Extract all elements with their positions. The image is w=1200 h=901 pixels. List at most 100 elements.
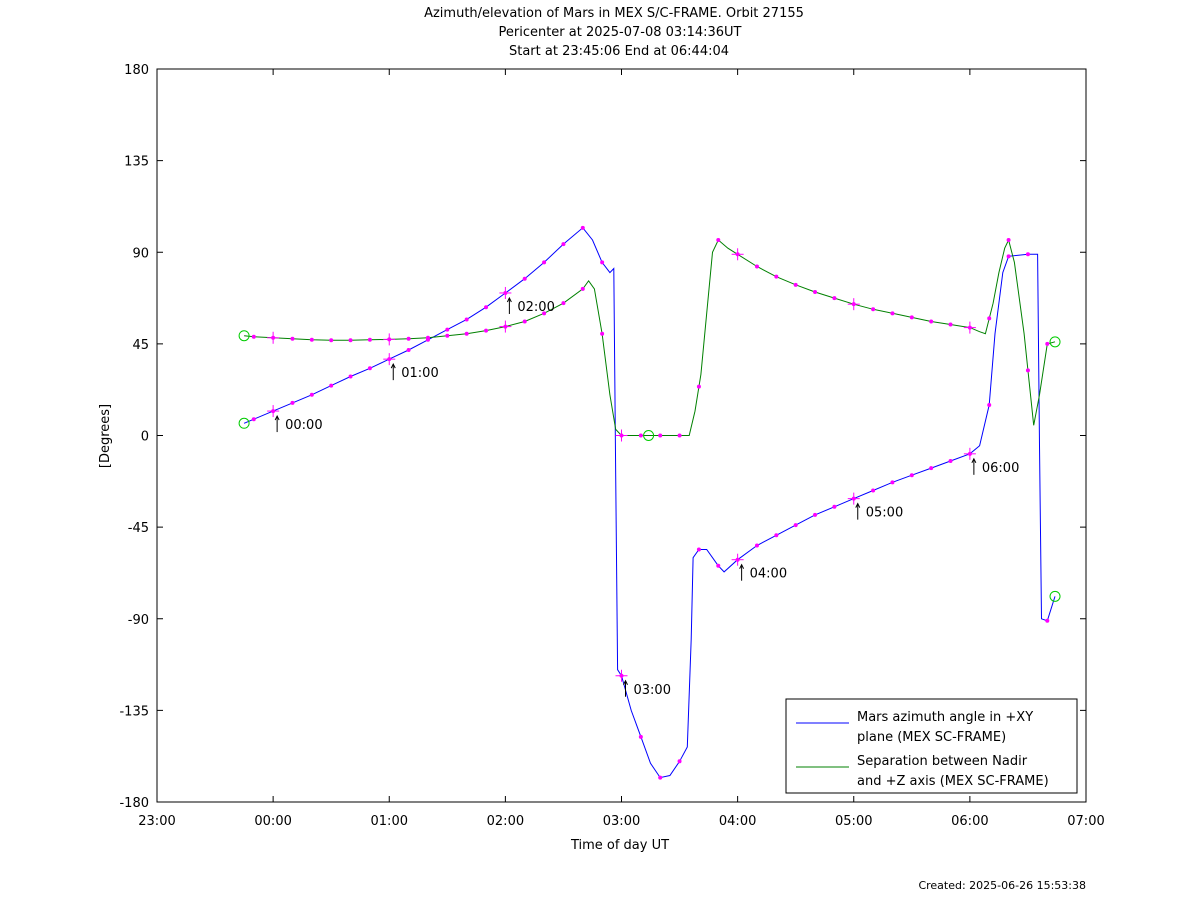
legend-box: [785, 698, 1078, 794]
series-0-dot: [909, 473, 914, 478]
y-tick-label: 0: [141, 430, 149, 445]
x-tick-label: 00:00: [254, 814, 291, 829]
series-1-dot: [329, 338, 334, 343]
legend: Mars azimuth angle in +XY plane (MEX SC-…: [785, 698, 1078, 794]
series-1-dot: [716, 238, 721, 243]
legend-label-azimuth-1: Mars azimuth angle in +XY: [857, 710, 1033, 725]
series-0-dot: [329, 383, 334, 388]
y-tick-label: 135: [124, 155, 149, 170]
series-0-dot: [832, 504, 837, 509]
x-tick-label: 03:00: [603, 814, 640, 829]
annotation-arrowhead: [623, 679, 628, 685]
series-1-dot: [909, 315, 914, 320]
series-1-dot: [561, 301, 566, 306]
series-0-dot: [580, 225, 585, 230]
annotation-label: 06:00: [982, 461, 1019, 476]
series-1-dot: [1045, 341, 1050, 346]
hour-annotations: 00:00 01:00 02:00 03:00 04:00 05:00 06:00: [274, 296, 1019, 698]
series-1-dot: [1025, 368, 1030, 373]
x-tick-label: 07:00: [1067, 814, 1104, 829]
x-tick-label: 23:00: [138, 814, 175, 829]
chart-subtitle-pericenter: Pericenter at 2025-07-08 03:14:36UT: [498, 25, 741, 40]
x-tick-label: 04:00: [719, 814, 756, 829]
chart-subtitle-start-end: Start at 23:45:06 End at 06:44:04: [509, 44, 729, 59]
annotation-label: 02:00: [517, 300, 554, 315]
series-1-dot: [290, 336, 295, 341]
series-0-dot: [464, 317, 469, 322]
series-1-dot: [580, 286, 585, 291]
annotation-label: 05:00: [866, 506, 903, 521]
series-1-dot: [445, 333, 450, 338]
series-1-dot: [929, 319, 934, 324]
series-0-dot: [600, 260, 605, 265]
series-0-dot: [871, 488, 876, 493]
x-tick-label: 01:00: [371, 814, 408, 829]
event-circle: [643, 430, 655, 441]
event-circle: [238, 330, 250, 342]
series-0-dot: [522, 276, 527, 281]
x-tick-label: 05:00: [835, 814, 872, 829]
annotation-label: 03:00: [634, 683, 671, 698]
series-0-dot: [948, 458, 953, 463]
y-tick-label: 45: [132, 338, 149, 353]
series-1-dot: [406, 336, 411, 341]
annotation-label: 00:00: [285, 418, 322, 433]
x-axis-label: Time of day UT: [570, 838, 669, 853]
series-0-dot: [716, 563, 721, 568]
event-circle: [1049, 590, 1061, 602]
series-1-dot: [309, 337, 314, 342]
chart-title: Azimuth/elevation of Mars in MEX S/C-FRA…: [424, 6, 804, 21]
series-0-dot: [754, 543, 759, 548]
annotation-arrowhead: [390, 363, 396, 369]
series-1-dot: [464, 331, 469, 336]
series-1-dot: [813, 289, 818, 294]
series-1-dot: [677, 433, 682, 438]
series-1-dot: [251, 334, 256, 339]
x-tick-label: 02:00: [487, 814, 524, 829]
series-0-dot: [367, 366, 372, 371]
series-0-dot: [309, 392, 314, 397]
event-circle: [238, 417, 250, 429]
annotation-arrowhead: [506, 296, 512, 303]
legend-label-separation-2: and +Z axis (MEX SC-FRAME): [857, 774, 1049, 789]
series-0-dot: [542, 260, 547, 265]
annotation-label: 04:00: [750, 567, 787, 582]
series-0-dot: [890, 480, 895, 485]
annotation-arrowhead: [855, 502, 861, 508]
series-0-dot: [1006, 254, 1011, 259]
y-tick-label: 180: [124, 63, 149, 78]
series-0-dot: [1045, 618, 1050, 623]
series-1-dot: [1006, 238, 1011, 243]
y-axis-label: [Degrees]: [98, 404, 113, 468]
y-tick-label: -90: [128, 613, 149, 628]
y-tick-label: -180: [119, 796, 149, 811]
series-1-dot: [793, 282, 798, 287]
series-1-dot: [425, 335, 430, 340]
event-circle: [1049, 336, 1061, 348]
series-0-dot: [658, 775, 663, 780]
series-0-dot: [638, 734, 643, 739]
series-0-dot: [484, 305, 489, 310]
annotation-arrowhead: [274, 414, 280, 421]
series-0-dot: [406, 347, 411, 352]
series-1-dot: [367, 337, 372, 342]
legend-label-azimuth-2: plane (MEX SC-FRAME): [857, 730, 1006, 745]
axis-ticks: 23:00 00:00 01:00 02:00 03:00 04:00 05:00 06:00…: [119, 63, 1104, 829]
series-0-dot: [677, 759, 682, 764]
series-1-dot: [522, 319, 527, 324]
series-0-dot: [1025, 252, 1030, 257]
series-1-dot: [774, 274, 779, 279]
series-1-dot: [658, 433, 663, 438]
annotation-arrowhead: [739, 563, 745, 569]
series-0-dot: [251, 417, 256, 422]
series-0-dot: [813, 512, 818, 517]
series-0-dot: [774, 533, 779, 538]
series-line-1: [244, 238, 1056, 436]
series-0-dot: [929, 466, 934, 471]
series-0-dot: [348, 374, 353, 379]
series-1-dot: [638, 433, 643, 438]
series-0-dot: [793, 523, 798, 528]
annotation-label: 01:00: [401, 366, 438, 381]
series-1-dot: [348, 338, 353, 343]
